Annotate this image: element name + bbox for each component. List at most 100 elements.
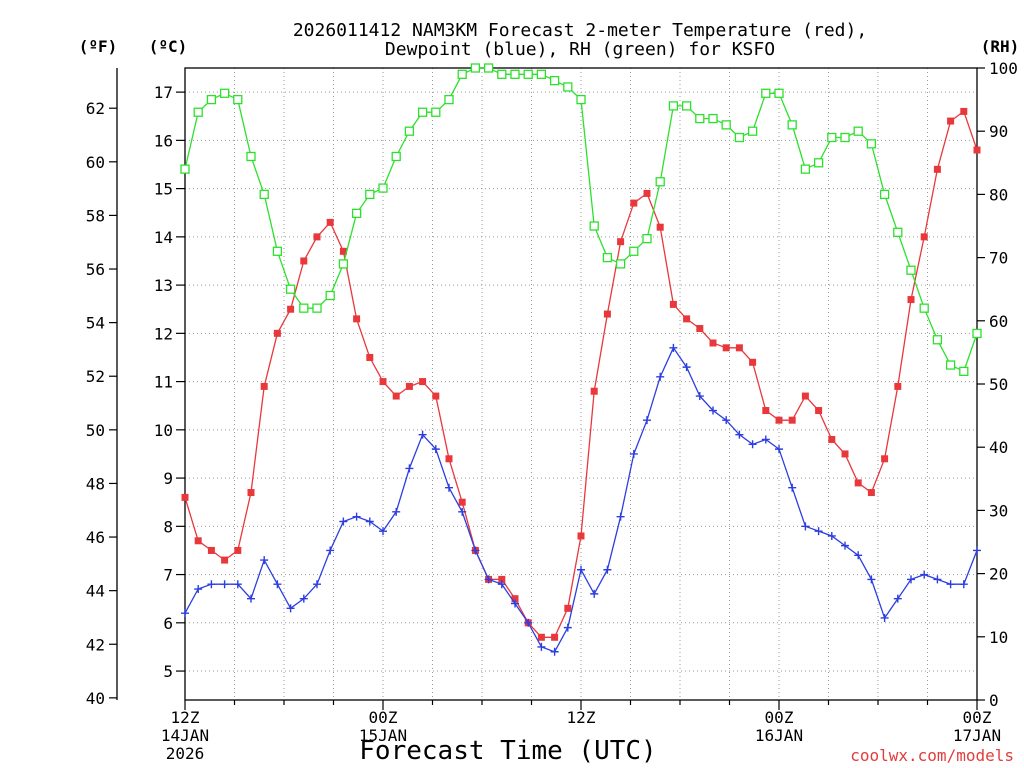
fahrenheit-axis: 40 42 44 46 48 50 52 54 56 58 60 62 [86, 68, 118, 708]
rh-point [589, 221, 599, 231]
rh-point [959, 366, 969, 377]
rh-point [233, 94, 243, 105]
dewpoint-point [616, 512, 625, 521]
rh-tick-label: 0 [989, 691, 999, 710]
rh-point [285, 284, 296, 294]
x-tick-label: 16JAN [755, 726, 803, 745]
dewpoint-point [247, 594, 255, 603]
rh-point [351, 208, 362, 219]
x-axis-title: Forecast Time (UTC) [359, 736, 656, 766]
rh-point [219, 88, 230, 98]
dewpoint-point [220, 580, 229, 589]
rh-point [576, 94, 586, 105]
rh-tick-label: 20 [989, 565, 1008, 584]
gridlines [185, 68, 977, 700]
temperature-point [788, 416, 796, 424]
rh-point [391, 151, 401, 162]
rh-point [681, 101, 692, 111]
temperature-point [775, 416, 783, 424]
dewpoint-point [273, 580, 282, 589]
temperature-point [537, 633, 545, 641]
rh-point [246, 151, 256, 162]
dewpoint-point [946, 580, 955, 589]
temperature-point [709, 339, 717, 347]
dewpoint-point [260, 556, 269, 565]
rh-point [259, 189, 269, 200]
rh-point [365, 189, 375, 200]
rh-point [497, 69, 507, 79]
c-tick-label: 17 [154, 83, 173, 102]
c-tick-label: 5 [163, 662, 173, 681]
rh-point [853, 126, 863, 136]
x-tick-label: 00Z [963, 708, 992, 727]
temperature-point [933, 165, 941, 173]
rh-tick-label: 40 [989, 438, 1008, 457]
dewpoint-point [445, 483, 453, 492]
f-tick-label: 46 [86, 528, 105, 547]
temperature-point [867, 489, 875, 497]
x-tick-label: 17JAN [953, 726, 1001, 745]
fahrenheit-axis-label: (ºF) [79, 37, 118, 56]
temperature-point [907, 296, 915, 304]
dewpoint-point [761, 435, 770, 444]
celsius-axis: 5 6 7 8 9 10 11 12 13 14 15 16 17 [154, 83, 185, 681]
temperature-point [247, 489, 255, 497]
f-tick-label: 56 [86, 260, 105, 279]
rh-tick-label: 30 [989, 501, 1008, 520]
rh-point [866, 139, 877, 149]
dewpoint-point [669, 343, 678, 352]
dewpoint-point [405, 464, 414, 473]
temperature-point [260, 382, 268, 390]
temperature-point [894, 382, 902, 390]
temperature-point [749, 358, 757, 366]
rh-point [972, 328, 982, 339]
dewpoint-point [352, 512, 361, 521]
dewpoint-point [418, 430, 427, 439]
x-tick-label: 2026 [166, 744, 205, 763]
dewpoint-point [933, 575, 942, 584]
temperature-point [947, 117, 955, 125]
dewpoint-point [735, 430, 744, 439]
temperature-point [181, 493, 189, 501]
dewpoint-line [184, 346, 978, 653]
dewpoint-point [563, 623, 572, 632]
dewpoint-point [722, 416, 731, 425]
dewpoint-point [299, 594, 308, 603]
rh-point [629, 246, 639, 256]
temperature-point [458, 498, 466, 506]
temperature-point [590, 387, 598, 395]
temperature-point [960, 107, 968, 115]
temperature-point [696, 325, 704, 333]
dewpoint-point [893, 594, 902, 603]
temperature-point [920, 233, 928, 241]
dewpoint-point [775, 445, 783, 454]
chart-title-line-1: 2026011412 NAM3KM Forecast 2-meter Tempe… [293, 20, 867, 41]
dewpoint-point [379, 527, 387, 536]
x-tick-label: 15JAN [359, 726, 407, 745]
dewpoint-point [880, 613, 889, 622]
rh-point [563, 82, 573, 92]
dewpoint-point [207, 580, 216, 589]
dewpoint-point [603, 565, 612, 574]
f-tick-label: 42 [86, 635, 105, 654]
rh-point [893, 227, 903, 237]
temperature-point [669, 300, 677, 308]
dewpoint-point [392, 507, 401, 516]
c-tick-label: 16 [154, 131, 173, 150]
temperature-point [656, 223, 664, 231]
dewpoint-point [484, 575, 493, 584]
rh-axis: 0 10 20 30 40 50 60 70 80 90 100 [977, 59, 1018, 710]
dewpoint-point [973, 546, 981, 555]
rh-axis-label: (RH) [981, 37, 1020, 56]
rh-point [510, 69, 520, 79]
chart-title-line-2: Dewpoint (blue), RH (green) for KSFO [385, 39, 775, 60]
temperature-point [353, 315, 361, 323]
temperature-point [287, 305, 295, 313]
temperature-point [445, 455, 453, 463]
temperature-point [221, 556, 229, 564]
dewpoint-point [497, 580, 506, 589]
f-tick-label: 48 [86, 474, 105, 493]
x-tick-label: 00Z [765, 708, 794, 727]
temperature-point [630, 199, 638, 207]
